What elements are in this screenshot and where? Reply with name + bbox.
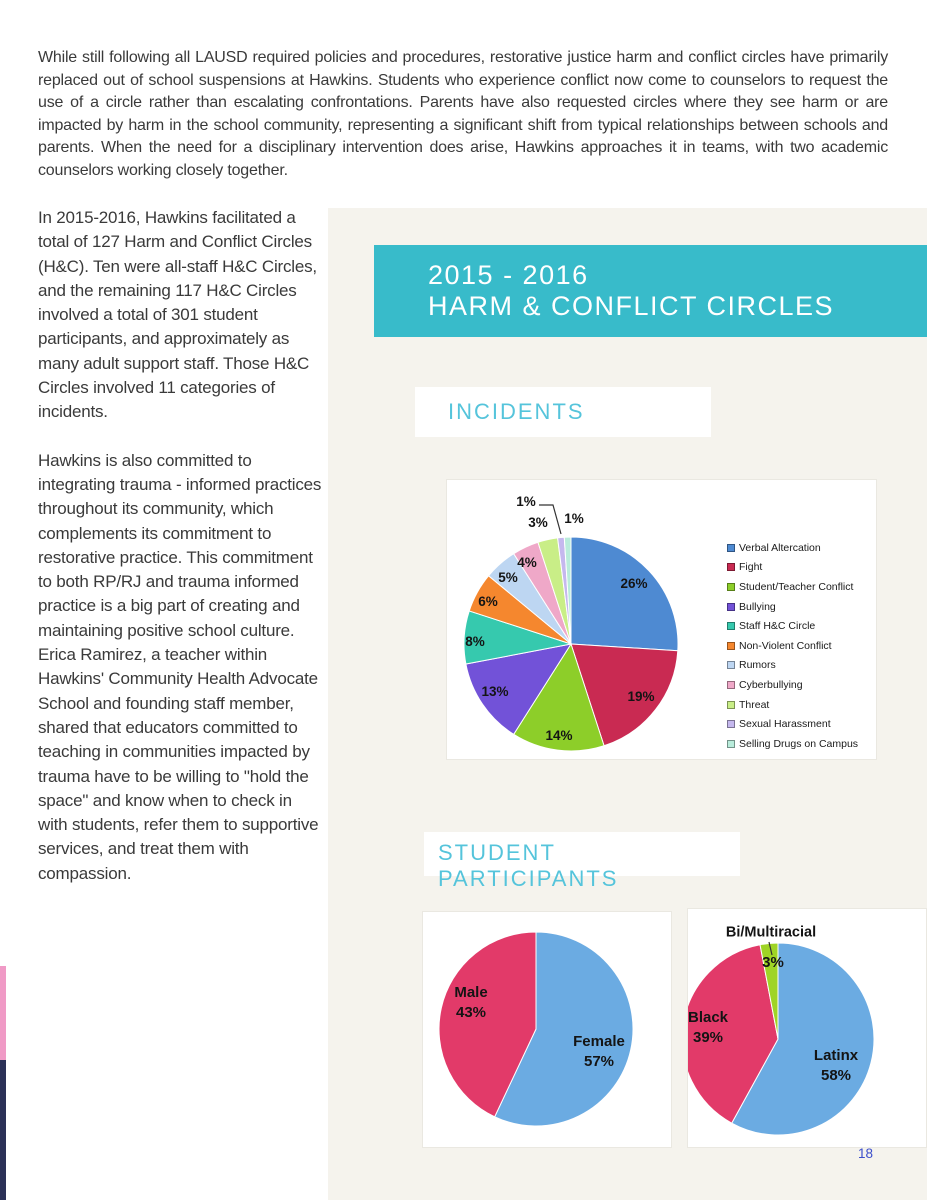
pie-data-label: Male 43%: [454, 984, 488, 1021]
label-leader-line: [539, 504, 562, 535]
legend-label: Bullying: [739, 600, 776, 613]
legend-row: Verbal Altercation: [727, 538, 858, 558]
gender-pie-svg: [438, 931, 634, 1127]
legend-swatch: [727, 582, 735, 591]
top-paragraph: While still following all LAUSD required…: [38, 49, 888, 179]
incidents-heading-box: INCIDENTS: [415, 387, 711, 437]
legend-label: Student/Teacher Conflict: [739, 580, 854, 593]
pie-data-label: 14%: [545, 728, 573, 743]
legend-swatch: [727, 563, 735, 572]
banner-title: HARM & CONFLICT CIRCLES: [428, 291, 835, 321]
legend-swatch: [727, 622, 735, 631]
legend-label: Non-Violent Conflict: [739, 639, 832, 652]
title-banner: 2015 - 2016 HARM & CONFLICT CIRCLES: [374, 245, 927, 337]
pie-data-label: 1%: [516, 494, 536, 509]
legend-label: Threat: [739, 698, 770, 711]
legend-label: Staff H&C Circle: [739, 620, 816, 633]
pie-data-label: Black 39%: [687, 1009, 729, 1046]
pie-slice-female: [494, 931, 634, 1127]
pie-data-label: 4%: [517, 555, 537, 570]
pie-slice-black: [688, 944, 779, 1124]
legend-swatch: [727, 661, 735, 670]
pie-slice-latinx: [731, 942, 875, 1136]
incidents-heading: INCIDENTS: [448, 399, 585, 424]
legend-swatch: [727, 641, 735, 650]
legend-swatch: [727, 680, 735, 689]
edge-stripe-pink: [0, 966, 6, 1060]
legend-row: Fight: [727, 558, 858, 578]
participants-heading: STUDENT PARTICIPANTS: [438, 840, 619, 891]
pie-slice-verbal-altercation: [570, 536, 679, 652]
left-column: In 2015-2016, Hawkins facilitated a tota…: [38, 206, 322, 886]
legend-row: Sexual Harassment: [727, 714, 858, 734]
legend-swatch: [727, 602, 735, 611]
legend-row: Rumors: [727, 656, 858, 676]
legend-label: Selling Drugs on Campus: [739, 737, 859, 750]
pie-data-label: 3%: [528, 515, 548, 530]
legend-row: Student/Teacher Conflict: [727, 577, 858, 597]
ethnicity-pie-svg: [688, 941, 875, 1136]
pie-data-label: Bi/Multiracial: [725, 924, 817, 941]
legend-label: Fight: [739, 561, 763, 574]
pie-data-label: 3%: [762, 954, 784, 971]
legend-swatch: [727, 720, 735, 729]
pie-data-label: 1%: [564, 511, 584, 526]
label-leader-line: [768, 941, 773, 956]
pie-data-label: Female 57%: [573, 1033, 625, 1070]
legend-label: Rumors: [739, 659, 776, 672]
pie-data-label: Latinx 58%: [813, 1047, 859, 1084]
gender-pie-chart: Female 57% Male 43%: [422, 911, 672, 1148]
pie-data-label: 5%: [498, 570, 518, 585]
left-column-paragraph-2: Hawkins is also committed to integrating…: [38, 450, 322, 883]
pie-slice-fight: [570, 643, 679, 747]
pie-data-label: 13%: [481, 684, 509, 699]
legend-label: Sexual Harassment: [739, 718, 831, 731]
page-number: 18: [858, 1146, 874, 1161]
legend-row: Bullying: [727, 597, 858, 617]
pie-slice-bullying: [465, 643, 573, 736]
legend-row: Threat: [727, 695, 858, 715]
incidents-pie-svg: [463, 504, 679, 752]
pie-data-label: 8%: [465, 634, 485, 649]
pie-slice-student-teacher-conflict: [512, 642, 605, 752]
legend-row: Staff H&C Circle: [727, 616, 858, 636]
pie-data-label: 6%: [478, 594, 498, 609]
banner-year: 2015 - 2016: [428, 260, 589, 290]
legend-row: Cyberbullying: [727, 675, 858, 695]
edge-stripe-navy: [0, 1060, 6, 1200]
legend-label: Cyberbullying: [739, 678, 803, 691]
participants-heading-box: STUDENT PARTICIPANTS: [424, 832, 740, 891]
legend-swatch: [727, 739, 735, 748]
legend-swatch: [727, 543, 735, 552]
legend-row: Non-Violent Conflict: [727, 636, 858, 656]
pie-slice-selling-drugs-on-campus: [563, 536, 572, 645]
pie-data-label: 26%: [620, 576, 648, 591]
incidents-legend: Verbal Altercation Fight Student/Teacher C…: [727, 538, 858, 754]
incidents-pie-chart: Verbal Altercation Fight Student/Teacher C…: [446, 479, 877, 760]
ethnicity-pie-chart: Latinx 58% Black 39% 3% Bi/Multiracial: [687, 908, 927, 1148]
pie-slice-male: [438, 931, 537, 1118]
left-column-paragraph-1: In 2015-2016, Hawkins facilitated a tota…: [38, 208, 317, 422]
legend-swatch: [727, 700, 735, 709]
pie-data-label: 19%: [627, 689, 655, 704]
legend-label: Verbal Altercation: [739, 541, 821, 554]
legend-row: Selling Drugs on Campus: [727, 734, 858, 754]
